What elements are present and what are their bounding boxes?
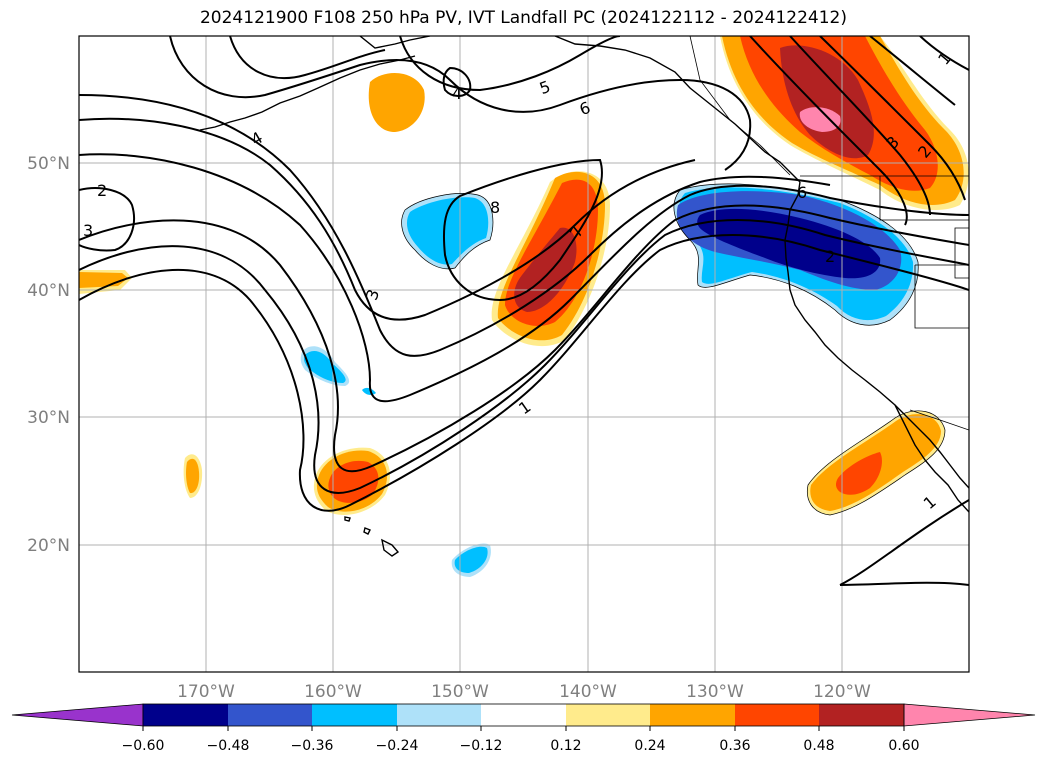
contour-pv-6 bbox=[79, 117, 696, 321]
colorbar-label: 0.36 bbox=[719, 738, 750, 754]
colorbar-segment bbox=[650, 704, 735, 726]
shade-baja-red bbox=[835, 452, 882, 495]
colorbar-segment bbox=[397, 704, 481, 726]
lon-label: 150°W bbox=[431, 682, 489, 702]
shade-nw-pink bbox=[799, 107, 841, 132]
contour-pv-14 bbox=[819, 36, 966, 201]
contour-pv-2 bbox=[79, 219, 969, 494]
lon-label: 120°W bbox=[813, 682, 871, 702]
shading-outlines bbox=[401, 183, 946, 516]
coastline-bc bbox=[784, 181, 801, 291]
contour-label: 4 bbox=[452, 84, 462, 103]
contour-pv-8 bbox=[169, 36, 752, 171]
contour-pv-9 bbox=[229, 36, 621, 92]
latitude-labels: 50°N 40°N 30°N 20°N bbox=[27, 154, 70, 556]
outline-baja-positive bbox=[806, 410, 946, 516]
colorbar-label: 0.24 bbox=[634, 738, 665, 754]
lat-label: 30°N bbox=[27, 408, 70, 428]
lon-label: 130°W bbox=[686, 682, 744, 702]
lat-label: 20°N bbox=[27, 536, 70, 556]
border-states-2 bbox=[914, 264, 969, 329]
shade-dateline-orange bbox=[186, 458, 200, 494]
colorbar-segment bbox=[143, 704, 228, 726]
colorbar-label: −0.36 bbox=[291, 738, 334, 754]
coastline-hawaii-3 bbox=[344, 516, 351, 522]
colorbar-label: 0.60 bbox=[888, 738, 919, 754]
colorbar-segment bbox=[481, 704, 566, 726]
contour-pv-15 bbox=[869, 36, 956, 106]
lat-label: 40°N bbox=[27, 281, 70, 301]
colorbar-segment bbox=[566, 704, 650, 726]
shade-nw-darkred bbox=[780, 45, 874, 159]
contour-pv-1-main bbox=[79, 234, 969, 512]
colorbar-frame bbox=[142, 703, 905, 727]
contour-pv-12 bbox=[749, 36, 908, 226]
colorbar-extend-left bbox=[11, 703, 144, 727]
lon-label: 160°W bbox=[304, 682, 362, 702]
shade-gulf-alaska-orange bbox=[368, 72, 425, 132]
figure-title: 2024121900 F108 250 hPa PV, IVT Landfall… bbox=[199, 8, 847, 28]
contour-pv-16 bbox=[919, 36, 969, 71]
colorbar-label: 0.12 bbox=[550, 738, 581, 754]
coastline-hawaii-1 bbox=[381, 538, 400, 557]
colorbar-label: −0.24 bbox=[376, 738, 419, 754]
gridlines bbox=[79, 36, 969, 672]
colorbar-label: −0.48 bbox=[207, 738, 250, 754]
contour-pv-3 bbox=[79, 204, 969, 473]
pv-contours bbox=[79, 36, 969, 586]
border-alaska-canada bbox=[689, 36, 791, 176]
lon-label: 170°W bbox=[177, 682, 235, 702]
contour-label: 3 bbox=[83, 221, 93, 240]
colorbar: −0.60 −0.48 −0.36 −0.24 −0.12 0.12 0.24 … bbox=[11, 703, 1036, 754]
shade-coast-darkblue bbox=[697, 208, 881, 279]
colorbar-segment bbox=[228, 704, 312, 726]
colorbar-label: 0.48 bbox=[803, 738, 834, 754]
colorbar-segment bbox=[312, 704, 397, 726]
contour-pv-10 bbox=[442, 66, 472, 97]
longitude-labels: 170°W 160°W 150°W 140°W 130°W 120°W bbox=[177, 682, 871, 702]
lat-label: 50°N bbox=[27, 154, 70, 174]
contour-pv-11 bbox=[79, 187, 135, 252]
map-panel: 1 1 1 2 2 2 3 3 3 4 4 5 6 6 7 8 bbox=[78, 35, 970, 673]
colorbar-segment bbox=[819, 704, 904, 726]
lon-label: 140°W bbox=[559, 682, 617, 702]
border-states-1 bbox=[879, 176, 969, 221]
contour-label: 6 bbox=[797, 183, 807, 202]
colorbar-segment bbox=[735, 704, 819, 726]
outline-central-negative bbox=[401, 193, 494, 270]
colorbar-label: −0.60 bbox=[122, 738, 165, 754]
coastline-hawaii-2 bbox=[363, 527, 371, 535]
coastline-california bbox=[789, 289, 969, 489]
contour-pv-1-south bbox=[839, 499, 969, 586]
shade-small-blue-3-inner bbox=[454, 546, 488, 573]
colorbar-ticks bbox=[142, 726, 905, 731]
contour-pv-13 bbox=[789, 36, 931, 216]
coastline-aleutians bbox=[199, 55, 416, 131]
colorbar-label: −0.12 bbox=[460, 738, 503, 754]
contour-label: 8 bbox=[490, 198, 500, 217]
shade-west-orange bbox=[79, 272, 128, 288]
coastlines bbox=[199, 36, 969, 557]
map-frame bbox=[78, 35, 970, 673]
coastline-alaska-south bbox=[359, 36, 801, 183]
contour-pv-5 bbox=[79, 94, 831, 357]
outline-coast-negative bbox=[673, 183, 919, 326]
colorbar-extend-right bbox=[903, 703, 1036, 727]
coastline-baja bbox=[894, 404, 969, 513]
shade-central-darkred bbox=[514, 227, 577, 312]
contour-label: 2 bbox=[825, 247, 835, 266]
shade-central-blue bbox=[406, 197, 489, 265]
contour-label: 2 bbox=[97, 181, 107, 200]
contour-pv-7 bbox=[442, 158, 603, 302]
